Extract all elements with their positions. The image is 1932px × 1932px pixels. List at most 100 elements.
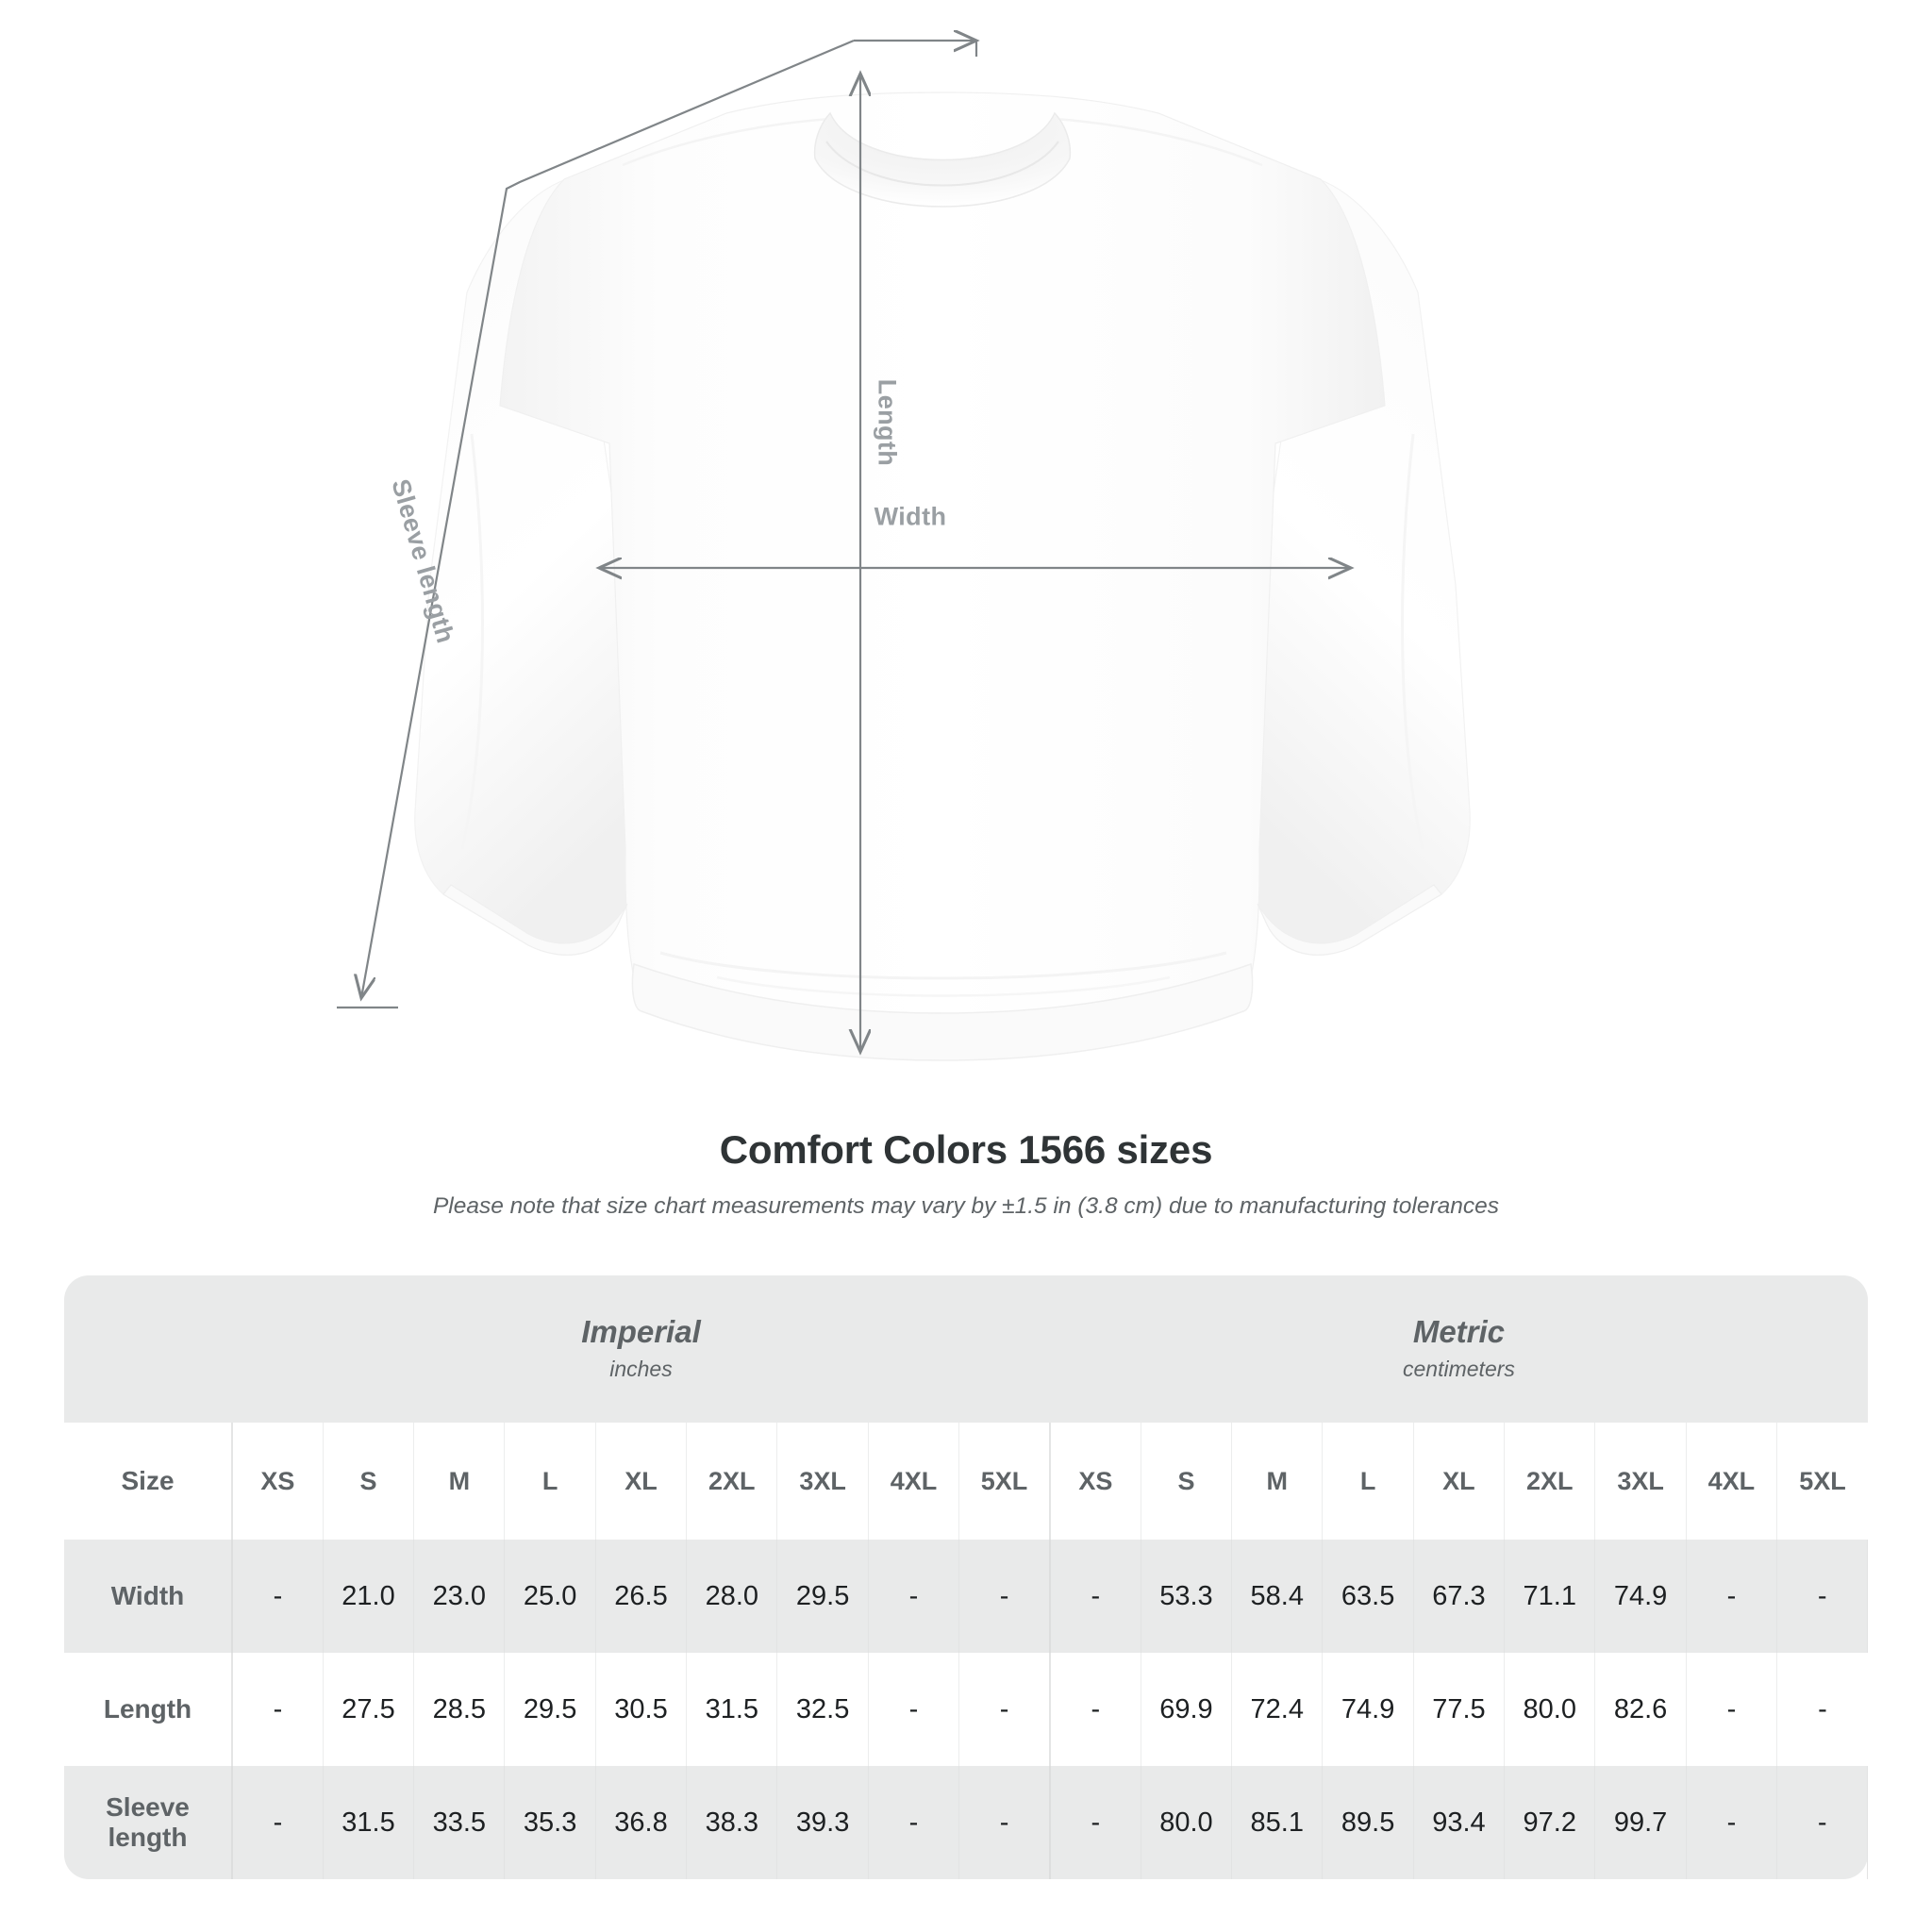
cell-width-imperial-l: 25.0 [504,1540,596,1653]
cell-sleeve-length-metric-2xl: 97.2 [1504,1766,1596,1879]
cell-sleeve-length-metric-5xl: - [1776,1766,1869,1879]
cell-length-metric-s: 69.9 [1141,1653,1233,1766]
cell-length-metric-xl: 77.5 [1413,1653,1506,1766]
cell-width-imperial-3xl: 29.5 [776,1540,869,1653]
cell-sleeve-length-imperial-xs: - [232,1766,324,1879]
cell-width-metric-3xl: 74.9 [1594,1540,1687,1653]
size-header-metric-l: L [1322,1423,1414,1540]
tolerance-note: Please note that size chart measurements… [432,1193,1500,1219]
cell-length-imperial-s: 27.5 [323,1653,415,1766]
size-header-imperial-5xl: 5XL [958,1423,1051,1540]
cell-sleeve-length-imperial-s: 31.5 [323,1766,415,1879]
cell-width-imperial-m: 23.0 [413,1540,506,1653]
cell-sleeve-length-imperial-m: 33.5 [413,1766,506,1879]
cell-width-metric-xl: 67.3 [1413,1540,1506,1653]
size-header-metric-s: S [1141,1423,1233,1540]
size-header-row: Size XS S M L XL 2XL 3XL 4XL 5XL XS S M L XL 2XL 3XL 4XL 5… [64,1423,1868,1540]
cell-sleeve-length-metric-xl: 93.4 [1413,1766,1506,1879]
cell-length-metric-3xl: 82.6 [1594,1653,1687,1766]
cell-length-imperial-xs: - [232,1653,324,1766]
cell-width-imperial-s: 21.0 [323,1540,415,1653]
table-row: Length -27.5 28.5 29.5 30.5 31.5 32.5- - -69.9 72… [64,1653,1868,1766]
cell-sleeve-length-imperial-4xl: - [868,1766,960,1879]
cell-sleeve-length-imperial-l: 35.3 [504,1766,596,1879]
cell-width-imperial-5xl: - [958,1540,1051,1653]
cell-sleeve-length-imperial-2xl: 38.3 [686,1766,778,1879]
cell-sleeve-length-metric-4xl: - [1686,1766,1778,1879]
size-header-imperial-2xl: 2XL [686,1423,778,1540]
size-header-metric-5xl: 5XL [1776,1423,1868,1540]
unit-section-metric: Metric centimeters [1049,1275,1868,1423]
cell-length-metric-2xl: 80.0 [1504,1653,1596,1766]
cell-sleeve-length-imperial-3xl: 39.3 [776,1766,869,1879]
unit-section-unit: centimeters [1403,1357,1515,1382]
collar [813,111,1072,208]
cell-length-metric-4xl: - [1686,1653,1778,1766]
size-header-imperial-xs: XS [232,1423,324,1540]
cell-width-imperial-4xl: - [868,1540,960,1653]
unit-section-name: Imperial [581,1313,701,1349]
cell-length-metric-xs: - [1049,1653,1141,1766]
row-label-width: Width [64,1540,233,1653]
size-header-metric-4xl: 4XL [1686,1423,1778,1540]
sleeve-measure-line [361,39,855,998]
size-header-metric-xl: XL [1413,1423,1506,1540]
unit-band-spacer [64,1275,232,1423]
cell-width-imperial-2xl: 28.0 [686,1540,778,1653]
size-column-header: Size [64,1423,233,1540]
cell-width-metric-4xl: - [1686,1540,1778,1653]
unit-section-unit: inches [609,1357,673,1382]
sweatshirt-body [499,92,1386,1059]
size-header-metric-3xl: 3XL [1594,1423,1687,1540]
unit-section-name: Metric [1412,1313,1506,1349]
page-title: Comfort Colors 1566 sizes [719,1127,1213,1172]
left-cuff [442,884,628,956]
size-header-imperial-s: S [323,1423,415,1540]
cell-width-imperial-xl: 26.5 [595,1540,688,1653]
size-header-imperial-m: M [413,1423,506,1540]
cell-sleeve-length-imperial-xl: 36.8 [595,1766,688,1879]
cell-length-metric-l: 74.9 [1322,1653,1414,1766]
garment-diagram: Width Length Sleeve length [337,0,1471,1061]
size-chart-table-wrap: Imperial inches Metric centimeters Size XS S M L… [64,1275,1869,1879]
size-header-imperial-l: L [504,1423,596,1540]
cell-length-imperial-l: 29.5 [504,1653,596,1766]
cell-width-metric-5xl: - [1776,1540,1869,1653]
cell-width-metric-xs: - [1049,1540,1141,1653]
cell-width-metric-l: 63.5 [1322,1540,1414,1653]
cell-width-imperial-xs: - [232,1540,324,1653]
cell-length-imperial-2xl: 31.5 [686,1653,778,1766]
size-header-metric-m: M [1231,1423,1324,1540]
cell-sleeve-length-metric-3xl: 99.7 [1594,1766,1687,1879]
cell-length-imperial-3xl: 32.5 [776,1653,869,1766]
cell-sleeve-length-metric-m: 85.1 [1231,1766,1324,1879]
size-chart-table: Imperial inches Metric centimeters Size XS S M L… [64,1275,1869,1879]
unit-band-row: Imperial inches Metric centimeters [64,1275,1868,1423]
row-label-sleeve-length: Sleeve length [64,1766,233,1879]
unit-section-imperial: Imperial inches [232,1275,1050,1423]
size-header-metric-2xl: 2XL [1504,1423,1596,1540]
cell-sleeve-length-metric-l: 89.5 [1322,1766,1414,1879]
cell-length-imperial-5xl: - [958,1653,1051,1766]
cell-length-imperial-4xl: - [868,1653,960,1766]
size-header-imperial-3xl: 3XL [776,1423,869,1540]
size-header-imperial-xl: XL [595,1423,688,1540]
table-row: Width -21.0 23.0 25.0 26.5 28.0 29.5- - -53.3 58.… [64,1540,1869,1653]
cell-sleeve-length-imperial-5xl: - [958,1766,1051,1879]
cell-width-metric-m: 58.4 [1231,1540,1324,1653]
title-block: Comfort Colors 1566 sizes Please note th… [0,1127,1932,1220]
right-cuff [1257,884,1442,956]
cell-sleeve-length-metric-xs: - [1049,1766,1141,1879]
cell-length-imperial-m: 28.5 [413,1653,506,1766]
size-header-imperial-4xl: 4XL [868,1423,960,1540]
sweatshirt-illustration [337,0,1471,1061]
cell-width-metric-s: 53.3 [1141,1540,1233,1653]
cell-sleeve-length-metric-s: 80.0 [1141,1766,1233,1879]
cell-length-imperial-xl: 30.5 [595,1653,688,1766]
size-header-metric-xs: XS [1049,1423,1141,1540]
waistband [631,962,1254,1061]
cell-length-metric-m: 72.4 [1231,1653,1324,1766]
cell-length-metric-5xl: - [1776,1653,1868,1766]
row-label-length: Length [64,1653,233,1766]
table-row: Sleeve length -31.5 33.5 35.3 36.8 38.3 39.3- -… [64,1766,1869,1879]
